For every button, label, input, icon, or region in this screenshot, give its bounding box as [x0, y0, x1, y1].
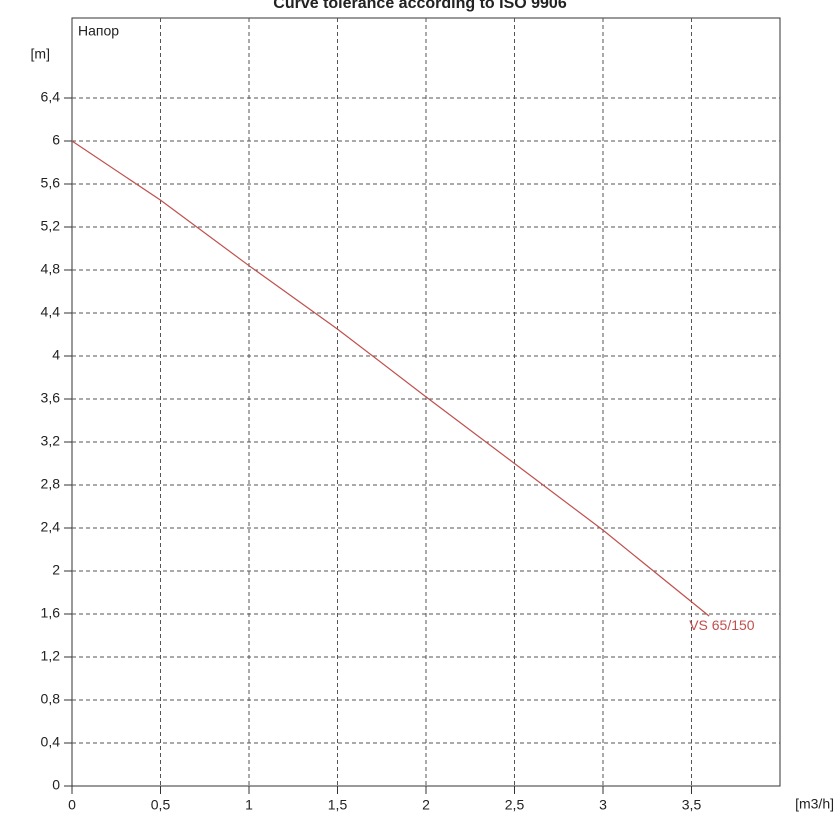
y-tick-label: 3,2	[41, 433, 61, 449]
series-label: VS 65/150	[689, 617, 755, 633]
y-tick-label: 4	[52, 347, 60, 363]
y-tick-label: 5,2	[41, 218, 61, 234]
y-tick-label: 6	[52, 132, 60, 148]
y-tick-label: 2,8	[41, 476, 61, 492]
x-tick-label: 2,5	[505, 797, 525, 813]
x-tick-label: 1,5	[328, 797, 348, 813]
y-tick-label: 4,4	[41, 304, 61, 320]
y-axis-label: [m]	[31, 46, 50, 62]
y-tick-label: 3,6	[41, 390, 61, 406]
x-tick-label: 3	[599, 797, 607, 813]
y-tick-label: 1,6	[41, 605, 61, 621]
annotation: Напор	[78, 23, 119, 39]
series-line	[71, 140, 710, 617]
x-tick-label: 2	[422, 797, 430, 813]
y-tick-label: 0,8	[41, 691, 61, 707]
chart-title: Curve tolerance according to ISO 9906	[273, 0, 567, 12]
x-tick-label: 3,5	[682, 797, 702, 813]
y-tick-label: 2	[52, 562, 60, 578]
y-tick-label: 2,4	[41, 519, 61, 535]
y-tick-label: 6,4	[41, 89, 61, 105]
y-tick-label: 0,4	[41, 734, 61, 750]
x-axis-label: [m3/h]	[795, 796, 834, 812]
y-tick-label: 5,6	[41, 175, 61, 191]
x-tick-label: 1	[245, 797, 253, 813]
x-tick-label: 0	[68, 797, 76, 813]
y-tick-label: 0	[52, 777, 60, 793]
y-tick-label: 1,2	[41, 648, 61, 664]
y-tick-label: 4,8	[41, 261, 61, 277]
x-tick-label: 0,5	[151, 797, 171, 813]
